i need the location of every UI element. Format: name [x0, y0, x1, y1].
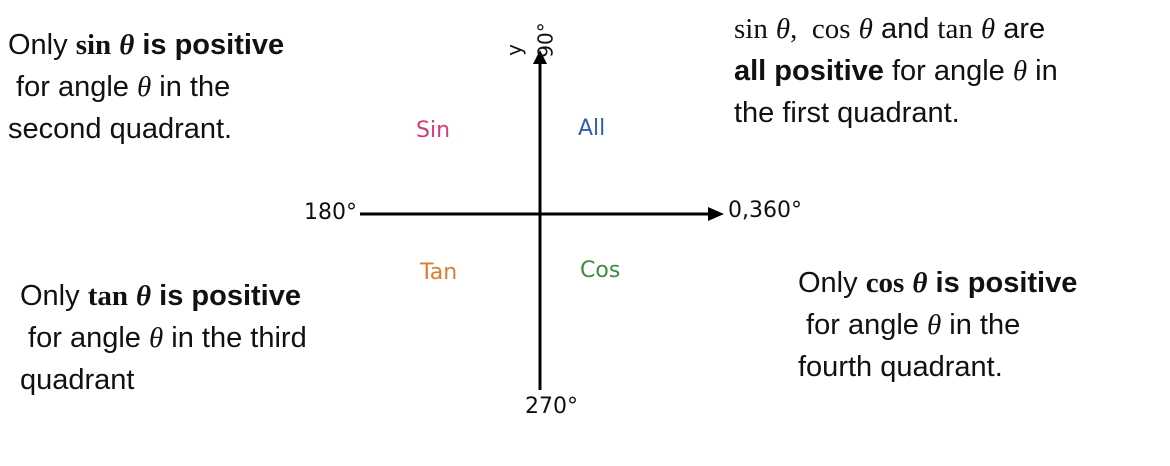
sin-function: sin — [75, 29, 112, 61]
angle-270-label: 270° — [525, 394, 578, 419]
text: all positive — [734, 55, 884, 87]
theta: θ — [912, 267, 928, 299]
note-line: fourth quadrant. — [798, 351, 1003, 383]
cos-function: , cos — [790, 13, 851, 45]
theta: θ — [926, 309, 942, 341]
text: for angle — [798, 309, 927, 341]
quadrant-tan-label: Tan — [420, 260, 458, 285]
text: for angle — [20, 322, 149, 354]
text: Only — [20, 280, 88, 312]
sin-function: sin — [734, 13, 768, 45]
note-line: all positive for angle θ in — [734, 50, 1058, 92]
y-axis-label: y — [501, 44, 526, 56]
note-line: Only cos θ is positive — [798, 262, 1077, 304]
text: is positive — [134, 29, 285, 61]
text: in the third — [163, 322, 307, 354]
note-first-quadrant: sin θ, cos θ and tan θ are all positive … — [734, 8, 1058, 134]
text: are — [995, 13, 1046, 45]
tan-function: tan — [87, 280, 128, 312]
quadrant-all-label: All — [578, 116, 606, 141]
quadrant-cos-label: Cos — [580, 258, 621, 283]
text: is positive — [151, 280, 301, 312]
theta: θ — [136, 280, 152, 312]
cos-function: cos — [865, 267, 905, 299]
theta: θ — [858, 13, 873, 45]
theta: θ — [775, 13, 791, 45]
theta: θ — [148, 322, 164, 354]
text: in the — [941, 309, 1021, 341]
note-fourth-quadrant: Only cos θ is positive for angle θ in th… — [798, 262, 1077, 388]
y-axis-arrowhead — [533, 50, 547, 64]
theta: θ — [119, 29, 135, 61]
text: is positive — [927, 267, 1078, 299]
text: in — [1027, 55, 1058, 87]
text: Only — [8, 29, 76, 61]
note-line: quadrant — [20, 364, 135, 396]
note-line: for angle θ in the — [8, 66, 284, 108]
text: for angle — [883, 55, 1013, 87]
text: for angle — [8, 71, 137, 103]
theta: θ — [1012, 55, 1028, 87]
note-line: for angle θ in the third — [20, 317, 307, 359]
text: Only — [798, 267, 866, 299]
note-line: for angle θ in the — [798, 304, 1077, 346]
angle-180-label: 180° — [304, 200, 357, 225]
text: in the — [151, 71, 231, 103]
note-line: the first quadrant. — [734, 97, 960, 129]
note-line: sin θ, cos θ and tan θ are — [734, 8, 1058, 50]
angle-0-360-label: 0,360° — [728, 198, 802, 223]
note-line: Only sin θ is positive — [8, 24, 284, 66]
text: and — [872, 13, 938, 45]
note-third-quadrant: Only tan θ is positive for angle θ in th… — [20, 275, 307, 401]
quadrant-sin-label: Sin — [416, 118, 451, 143]
note-line: second quadrant. — [8, 113, 233, 145]
x-axis-arrowhead — [708, 207, 724, 221]
theta: θ — [980, 13, 996, 45]
theta: θ — [136, 71, 152, 103]
tan-function: tan — [937, 13, 973, 45]
angle-90-label: 90° — [533, 22, 558, 58]
note-line: Only tan θ is positive — [20, 275, 307, 317]
note-second-quadrant: Only sin θ is positive for angle θ in th… — [8, 24, 284, 150]
